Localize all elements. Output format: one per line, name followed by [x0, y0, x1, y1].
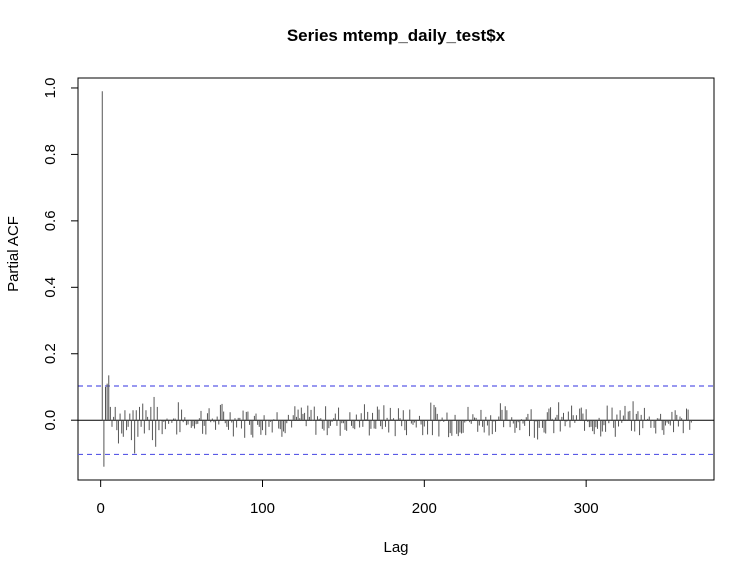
y-tick-label: 0.0: [42, 410, 59, 431]
x-tick-label: 200: [412, 500, 437, 517]
x-tick-label: 300: [574, 500, 599, 517]
x-axis-label: Lag: [383, 539, 408, 556]
y-tick-label: 0.8: [42, 144, 59, 165]
y-tick-label: 0.6: [42, 210, 59, 231]
y-tick-label: 1.0: [42, 78, 59, 99]
chart-title: Series mtemp_daily_test$x: [287, 26, 506, 45]
x-tick-label: 100: [250, 500, 275, 517]
y-tick-label: 0.2: [42, 343, 59, 364]
y-axis-label: Partial ACF: [5, 216, 22, 292]
y-tick-label: 0.4: [42, 277, 59, 298]
x-tick-label: 0: [96, 500, 104, 517]
